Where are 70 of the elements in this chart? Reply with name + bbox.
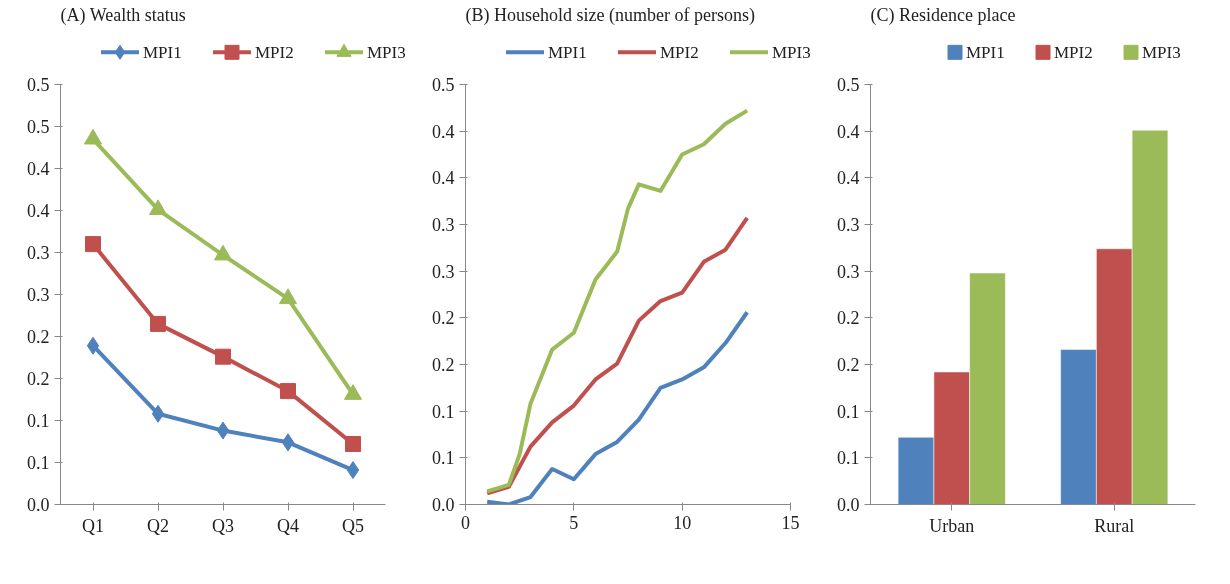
legend-label: MPI2: [255, 42, 294, 62]
legend-label: MPI3: [367, 42, 406, 62]
x-tick-label: Q1: [82, 515, 104, 536]
y-tick-label: 0.0: [837, 495, 860, 515]
point: [346, 461, 360, 480]
y-tick-label: 0.3: [837, 261, 860, 282]
y-tick-label: 0.5: [432, 75, 455, 95]
y-tick-label: 0.1: [432, 401, 455, 422]
y-tick-label: 0.2: [432, 308, 455, 329]
y-tick-label: 0.1: [27, 411, 50, 431]
y-tick-label: 0.5: [837, 75, 860, 95]
y-tick-label: 0.1: [432, 448, 455, 469]
y-tick-label: 0.0: [432, 495, 455, 515]
point: [279, 288, 297, 305]
legend-label: MPI3: [1142, 42, 1181, 62]
y-tick-label: 0.2: [27, 369, 50, 389]
y-tick-label: 0.5: [27, 117, 50, 137]
y-tick-label: 0.2: [837, 308, 860, 329]
y-tick-label: 0.3: [27, 243, 50, 263]
y-tick-label: 0.4: [837, 121, 860, 142]
point: [150, 315, 166, 332]
legend-label: MPI1: [143, 42, 182, 62]
y-tick-label: 0.4: [432, 121, 455, 142]
y-tick-label: 0.5: [27, 75, 50, 95]
line-series: [485, 215, 750, 496]
point: [151, 404, 165, 423]
point: [345, 436, 361, 453]
x-tick-label: 10: [673, 512, 692, 533]
point: [280, 383, 296, 400]
legend-label: MPI2: [660, 42, 699, 62]
x-tick-label: 5: [569, 512, 579, 533]
y-tick-label: 0.1: [837, 448, 860, 469]
x-tick-label: Rural: [1094, 515, 1135, 536]
point: [214, 244, 232, 261]
y-tick-label: 0.3: [432, 261, 455, 282]
x-tick-label: Urban: [929, 515, 975, 536]
x-tick-label: Q5: [342, 515, 364, 536]
y-tick-label: 0.3: [837, 215, 860, 235]
x-tick-label: Q3: [212, 515, 234, 536]
point: [86, 336, 100, 355]
x-tick-label: Q2: [147, 515, 169, 536]
chart-title: (C) Residence place: [870, 4, 1016, 26]
chart-title: (A) Wealth status: [60, 4, 186, 26]
line-series: [485, 310, 750, 505]
legend-label: MPI2: [1054, 42, 1093, 62]
y-tick-label: 0.3: [432, 215, 455, 235]
chart-title: (B) Household size (number of persons): [465, 4, 755, 26]
y-tick-label: 0.2: [27, 327, 50, 347]
legend-label: MPI1: [966, 42, 1005, 62]
point: [84, 128, 102, 145]
y-tick-label: 0.2: [432, 355, 455, 375]
point: [149, 199, 167, 216]
y-tick-label: 0.4: [837, 168, 860, 189]
point: [215, 348, 231, 365]
x-tick-label: Q4: [277, 515, 299, 536]
y-tick-label: 0.4: [27, 201, 50, 221]
y-tick-label: 0.1: [837, 401, 860, 422]
point: [281, 433, 295, 452]
line-series: [485, 108, 750, 494]
point: [216, 421, 230, 440]
legend-label: MPI1: [548, 42, 587, 62]
y-tick-label: 0.3: [27, 285, 50, 305]
legend-label: MPI3: [772, 42, 811, 62]
y-tick-label: 0.0: [27, 495, 50, 515]
x-tick-label: 0: [461, 512, 470, 533]
y-tick-label: 0.4: [27, 159, 50, 179]
x-tick-label: 15: [781, 512, 800, 533]
y-tick-label: 0.2: [837, 355, 860, 375]
y-tick-label: 0.1: [27, 453, 50, 473]
y-tick-label: 0.4: [432, 168, 455, 189]
